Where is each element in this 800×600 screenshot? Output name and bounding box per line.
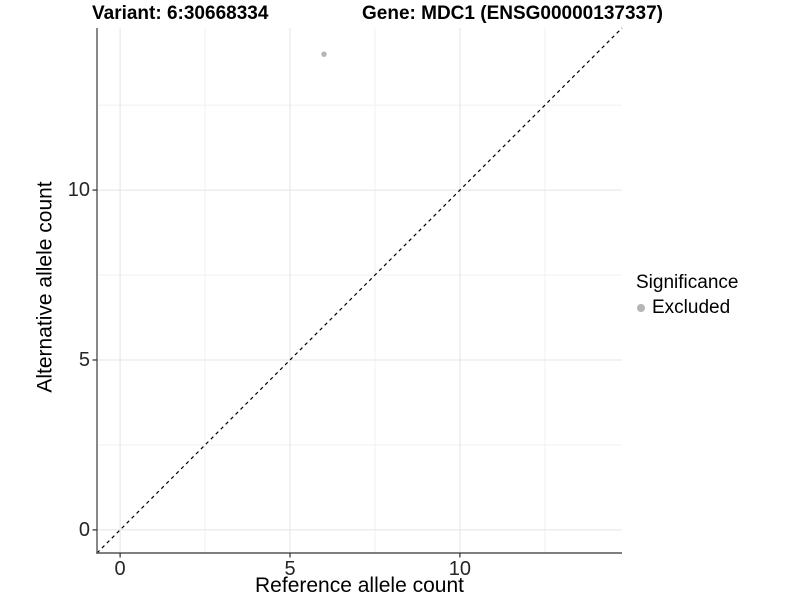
x-axis-title: Reference allele count [255,574,464,597]
x-tick-label: 5 [284,558,296,580]
variant-title: Variant: 6:30668334 [92,3,269,24]
x-tick-label: 0 [114,558,126,580]
legend-item-excluded: Excluded [636,297,738,319]
y-tick-label: 10 [67,179,90,202]
data-point-excluded [321,51,327,57]
y-tick-label: 5 [78,348,90,371]
gene-title: Gene: MDC1 (ENSG00000137337) [362,3,663,24]
y-tick-label: 0 [78,518,90,541]
legend-title: Significance [636,272,739,293]
legend: Significance Excluded [636,271,738,319]
legend-item-label: Excluded [652,297,731,318]
legend-items: Excluded [636,297,738,319]
legend-key-dot-icon [637,304,645,312]
x-tick-label: 10 [448,558,472,580]
identity-reference-line [96,27,623,554]
